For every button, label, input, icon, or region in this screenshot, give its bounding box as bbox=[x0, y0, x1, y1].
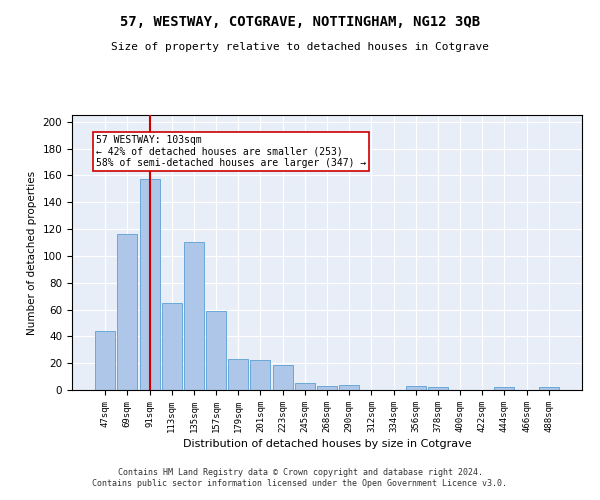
Bar bbox=[184, 242, 204, 390]
Bar bbox=[206, 311, 226, 390]
Bar bbox=[428, 388, 448, 390]
Bar bbox=[228, 359, 248, 390]
Y-axis label: Number of detached properties: Number of detached properties bbox=[27, 170, 37, 334]
Text: Size of property relative to detached houses in Cotgrave: Size of property relative to detached ho… bbox=[111, 42, 489, 52]
Bar bbox=[272, 364, 293, 390]
Text: 57, WESTWAY, COTGRAVE, NOTTINGHAM, NG12 3QB: 57, WESTWAY, COTGRAVE, NOTTINGHAM, NG12 … bbox=[120, 15, 480, 29]
Bar bbox=[162, 303, 182, 390]
Bar bbox=[295, 384, 315, 390]
Bar bbox=[539, 388, 559, 390]
Bar bbox=[95, 331, 115, 390]
Bar bbox=[339, 384, 359, 390]
Bar bbox=[118, 234, 137, 390]
Bar bbox=[140, 180, 160, 390]
Bar bbox=[406, 386, 426, 390]
Bar bbox=[250, 360, 271, 390]
X-axis label: Distribution of detached houses by size in Cotgrave: Distribution of detached houses by size … bbox=[182, 439, 472, 449]
Bar bbox=[494, 388, 514, 390]
Text: Contains HM Land Registry data © Crown copyright and database right 2024.
Contai: Contains HM Land Registry data © Crown c… bbox=[92, 468, 508, 487]
Bar bbox=[317, 386, 337, 390]
Text: 57 WESTWAY: 103sqm
← 42% of detached houses are smaller (253)
58% of semi-detach: 57 WESTWAY: 103sqm ← 42% of detached hou… bbox=[96, 135, 367, 168]
